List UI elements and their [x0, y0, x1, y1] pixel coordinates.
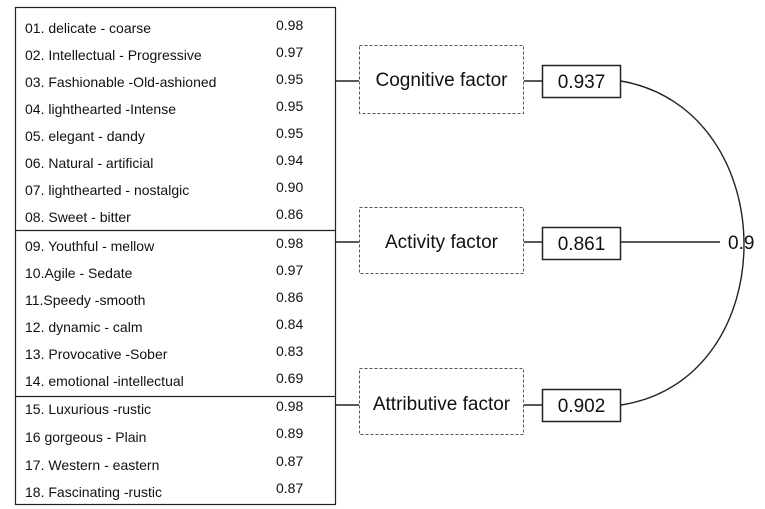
item-value: 0.83 — [276, 343, 303, 359]
item-label: 01. delicate - coarse — [25, 20, 151, 36]
loading-box-activity — [541, 226, 622, 261]
loading-value-cognitive: 0.937 — [558, 72, 606, 93]
item-label: 11.Speedy -smooth — [25, 292, 145, 308]
group-activity-items: 09. Youthful - mellow 0.98 10.Agile - Se… — [25, 235, 303, 389]
item-value: 0.95 — [276, 125, 303, 141]
item-label: 16 gorgeous - Plain — [25, 429, 146, 445]
item-value: 0.90 — [276, 179, 303, 195]
item-label: 12. dynamic - calm — [25, 319, 142, 335]
item-value: 0.98 — [276, 398, 303, 414]
loading-connectors — [524, 80, 542, 406]
item-value: 0.87 — [276, 453, 303, 469]
factor-box-activity — [359, 207, 524, 274]
item-value: 0.86 — [276, 206, 303, 222]
factor-boxes: Cognitive factor Activity factor Attribu… — [359, 45, 524, 435]
item-label: 07. lighthearted - nostalgic — [25, 182, 189, 198]
item-value: 0.69 — [276, 370, 303, 386]
item-value: 0.89 — [276, 425, 303, 441]
table-connectors — [336, 80, 359, 406]
item-value: 0.94 — [276, 152, 303, 168]
correlation-value: 0.9 — [728, 233, 754, 254]
correlation-arc — [620, 80, 745, 406]
item-label: 08. Sweet - bitter — [25, 209, 131, 225]
item-label: 02. Intellectual - Progressive — [25, 47, 202, 63]
item-label: 13. Provocative -Sober — [25, 346, 168, 362]
item-label: 18. Fascinating -rustic — [25, 484, 162, 500]
factor-label-attributive: Attributive factor — [373, 394, 511, 415]
loading-box-attributive — [541, 388, 622, 423]
item-value: 0.95 — [276, 71, 303, 87]
item-value: 0.95 — [276, 98, 303, 114]
item-label: 05. elegant - dandy — [25, 128, 145, 144]
item-label: 17. Western - eastern — [25, 457, 159, 473]
group-cognitive-items: 01. delicate - coarse 0.98 02. Intellect… — [25, 17, 303, 225]
item-value: 0.84 — [276, 316, 303, 332]
item-value: 0.98 — [276, 235, 303, 251]
item-label: 03. Fashionable -Old-ashioned — [25, 74, 216, 90]
items-table: 01. delicate - coarse 0.98 02. Intellect… — [14, 6, 337, 506]
loading-value-activity: 0.861 — [558, 234, 606, 255]
item-label: 15. Luxurious -rustic — [25, 401, 151, 417]
factor-box-cognitive — [359, 45, 524, 114]
items-table-border — [14, 6, 337, 506]
loading-boxes: 0.937 0.861 0.902 — [541, 64, 622, 423]
item-value: 0.87 — [276, 480, 303, 496]
group-attributive-items: 15. Luxurious -rustic 0.98 16 gorgeous -… — [25, 398, 303, 500]
item-value: 0.97 — [276, 262, 303, 278]
factor-label-cognitive: Cognitive factor — [375, 70, 508, 91]
loading-box-cognitive — [541, 64, 622, 99]
factor-label-activity: Activity factor — [385, 232, 499, 253]
item-value: 0.86 — [276, 289, 303, 305]
item-label: 04. lighthearted -Intense — [25, 101, 176, 117]
loading-value-attributive: 0.902 — [558, 396, 606, 417]
item-label: 14. emotional -intellectual — [25, 373, 184, 389]
item-label: 10.Agile - Sedate — [25, 265, 133, 281]
factor-box-attributive — [359, 368, 524, 435]
item-value: 0.98 — [276, 17, 303, 33]
item-value: 0.97 — [276, 44, 303, 60]
item-label: 09. Youthful - mellow — [25, 238, 155, 254]
item-label: 06. Natural - artificial — [25, 155, 153, 171]
